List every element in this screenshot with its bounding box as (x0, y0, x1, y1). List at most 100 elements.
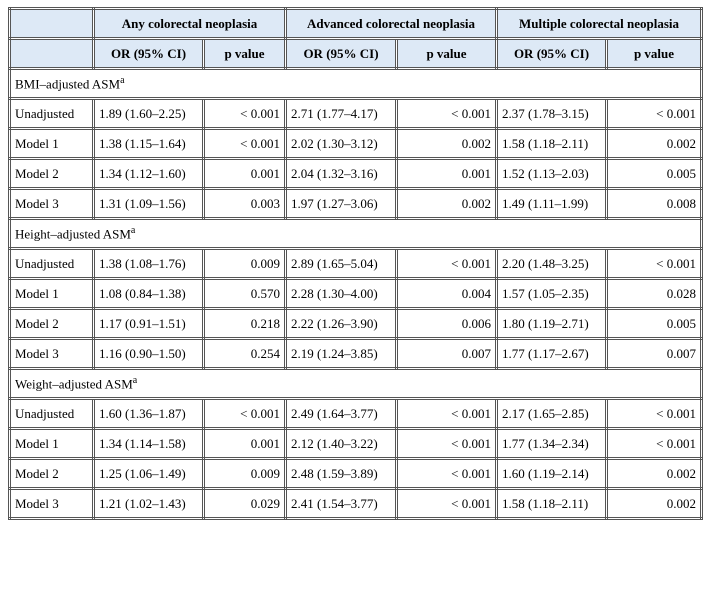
p-value: 0.003 (202, 187, 287, 220)
p-value: 0.008 (604, 187, 704, 220)
footnote-mark: a (132, 374, 138, 386)
p-value: 0.002 (604, 127, 704, 160)
or-ci: 2.48 (1.59–3.89) (284, 457, 398, 490)
p-value: < 0.001 (604, 97, 704, 130)
subheader: OR (95% CI) (284, 37, 398, 70)
or-ci: 1.77 (1.34–2.34) (495, 427, 608, 460)
model-label: Model 3 (8, 487, 95, 520)
corner-cell (8, 37, 95, 70)
p-value: 0.001 (202, 157, 287, 190)
or-ci: 1.58 (1.18–2.11) (495, 487, 608, 520)
subheader-row: OR (95% CI) p value OR (95% CI) p value OR (… (8, 37, 704, 70)
p-value: 0.002 (395, 187, 498, 220)
or-ci: 1.52 (1.13–2.03) (495, 157, 608, 190)
model-label: Model 3 (8, 187, 95, 220)
p-value: < 0.001 (395, 457, 498, 490)
p-value: < 0.001 (202, 127, 287, 160)
or-ci: 1.89 (1.60–2.25) (92, 97, 205, 130)
or-ci: 1.31 (1.09–1.56) (92, 187, 205, 220)
p-value: < 0.001 (395, 397, 498, 430)
p-value: < 0.001 (202, 97, 287, 130)
p-value: < 0.001 (395, 247, 498, 280)
or-ci: 1.57 (1.05–2.35) (495, 277, 608, 310)
model-label: Model 1 (8, 127, 95, 160)
p-value: 0.001 (202, 427, 287, 460)
results-table: Any colorectal neoplasia Advanced colorec… (7, 7, 704, 520)
section-title: Height–adjusted ASM (15, 226, 131, 242)
or-ci: 1.21 (1.02–1.43) (92, 487, 205, 520)
or-ci: 1.97 (1.27–3.06) (284, 187, 398, 220)
or-ci: 1.34 (1.12–1.60) (92, 157, 205, 190)
data-row: Model 3 1.21 (1.02–1.43) 0.029 2.41 (1.54–3… (8, 487, 704, 520)
group-header: Advanced colorectal neoplasia (284, 7, 498, 40)
p-value: 0.005 (604, 307, 704, 340)
or-ci: 2.04 (1.32–3.16) (284, 157, 398, 190)
section-row: Height–adjusted ASMa (7, 217, 704, 250)
or-ci: 2.12 (1.40–3.22) (284, 427, 398, 460)
p-value: < 0.001 (604, 427, 704, 460)
section-label: BMI–adjusted ASMa (7, 67, 704, 100)
section-label: Weight–adjusted ASMa (7, 367, 704, 400)
or-ci: 1.60 (1.19–2.14) (495, 457, 608, 490)
p-value: 0.001 (395, 157, 498, 190)
p-value: < 0.001 (604, 397, 704, 430)
or-ci: 2.02 (1.30–3.12) (284, 127, 398, 160)
model-label: Model 2 (8, 457, 95, 490)
section-label: Height–adjusted ASMa (7, 217, 704, 250)
subheader: p value (202, 37, 287, 70)
model-label: Model 2 (8, 307, 95, 340)
data-row: Unadjusted 1.89 (1.60–2.25) < 0.001 2.71 (1… (8, 97, 704, 130)
group-header: Multiple colorectal neoplasia (494, 7, 704, 40)
p-value: 0.002 (395, 127, 498, 160)
or-ci: 1.38 (1.08–1.76) (92, 247, 205, 280)
or-ci: 1.34 (1.14–1.58) (92, 427, 205, 460)
p-value: 0.004 (395, 277, 498, 310)
footnote-mark: a (130, 224, 136, 236)
data-row: Unadjusted 1.60 (1.36–1.87) < 0.001 2.49 (1… (8, 397, 704, 430)
or-ci: 1.49 (1.11–1.99) (495, 187, 608, 220)
subheader: p value (604, 37, 704, 70)
or-ci: 1.17 (0.91–1.51) (92, 307, 205, 340)
p-value: < 0.001 (395, 487, 498, 520)
model-label: Unadjusted (8, 247, 95, 280)
p-value: 0.009 (202, 247, 287, 280)
or-ci: 1.60 (1.36–1.87) (92, 397, 205, 430)
data-row: Model 3 1.31 (1.09–1.56) 0.003 1.97 (1.27–3… (8, 187, 704, 220)
data-row: Model 2 1.17 (0.91–1.51) 0.218 2.22 (1.26–3… (8, 307, 704, 340)
model-label: Model 1 (8, 427, 95, 460)
data-row: Model 3 1.16 (0.90–1.50) 0.254 2.19 (1.24–3… (8, 337, 704, 370)
or-ci: 1.25 (1.06–1.49) (92, 457, 205, 490)
p-value: 0.254 (202, 337, 287, 370)
model-label: Model 2 (8, 157, 95, 190)
data-row: Unadjusted 1.38 (1.08–1.76) 0.009 2.89 (1.6… (8, 247, 704, 280)
p-value: 0.009 (202, 457, 287, 490)
p-value: 0.006 (395, 307, 498, 340)
model-label: Model 1 (8, 277, 95, 310)
p-value: < 0.001 (395, 97, 498, 130)
subheader: OR (95% CI) (92, 37, 205, 70)
data-row: Model 1 1.08 (0.84–1.38) 0.570 2.28 (1.30–4… (8, 277, 704, 310)
p-value: 0.218 (202, 307, 287, 340)
or-ci: 1.80 (1.19–2.71) (495, 307, 608, 340)
p-value: 0.029 (202, 487, 287, 520)
p-value: 0.007 (604, 337, 704, 370)
or-ci: 2.20 (1.48–3.25) (495, 247, 608, 280)
p-value: 0.570 (202, 277, 287, 310)
or-ci: 1.08 (0.84–1.38) (92, 277, 205, 310)
subheader: OR (95% CI) (495, 37, 608, 70)
section-title: BMI–adjusted ASM (15, 76, 121, 92)
p-value: 0.007 (395, 337, 498, 370)
or-ci: 2.28 (1.30–4.00) (284, 277, 398, 310)
p-value: < 0.001 (604, 247, 704, 280)
section-row: Weight–adjusted ASMa (7, 367, 704, 400)
model-label: Model 3 (8, 337, 95, 370)
p-value: 0.002 (604, 487, 704, 520)
data-row: Model 2 1.34 (1.12–1.60) 0.001 2.04 (1.32–3… (8, 157, 704, 190)
p-value: < 0.001 (395, 427, 498, 460)
or-ci: 2.22 (1.26–3.90) (284, 307, 398, 340)
or-ci: 2.19 (1.24–3.85) (284, 337, 398, 370)
section-title: Weight–adjusted ASM (15, 376, 133, 392)
p-value: 0.005 (604, 157, 704, 190)
footnote-mark: a (120, 74, 125, 86)
